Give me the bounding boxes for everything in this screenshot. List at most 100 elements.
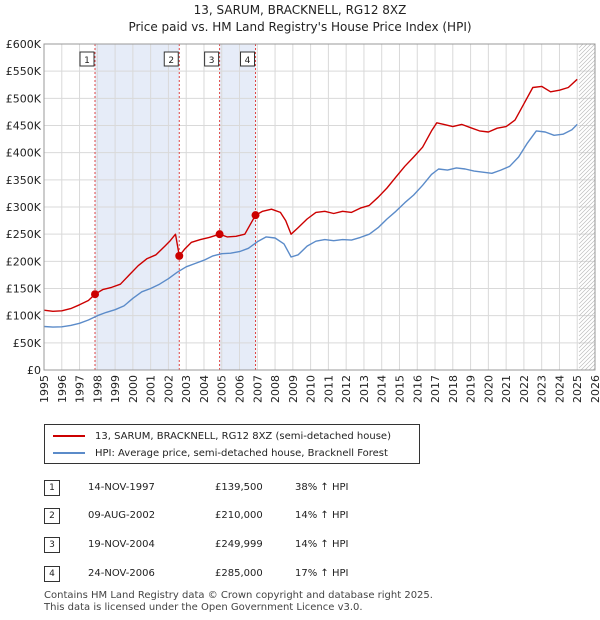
forecast-hatch: [578, 231, 596, 249]
forecast-hatch: [578, 183, 596, 201]
sale-hpi-diff: 38% ↑ HPI: [295, 482, 349, 493]
forecast-hatch: [578, 91, 596, 109]
forecast-hatch: [578, 247, 596, 265]
sale-marker-label: 3: [209, 56, 215, 66]
legend-swatch-property: [53, 435, 85, 437]
sale-date: 14-NOV-1997: [88, 482, 155, 493]
sale-date: 19-NOV-2004: [88, 539, 155, 550]
forecast-hatch: [578, 159, 596, 177]
forecast-hatch: [578, 335, 596, 353]
x-tick-label: 1999: [109, 375, 122, 403]
forecast-hatch: [578, 167, 596, 185]
forecast-hatch: [578, 67, 596, 85]
forecast-hatch: [578, 295, 596, 313]
forecast-hatch: [578, 115, 596, 133]
sale-marker-label: 1: [84, 56, 90, 66]
x-tick-label: 2021: [500, 375, 513, 403]
forecast-hatch: [578, 343, 596, 361]
sale-point: [215, 230, 224, 239]
x-tick-label: 2024: [553, 375, 566, 403]
forecast-hatch: [578, 259, 596, 277]
x-tick-label: 2014: [376, 375, 389, 403]
forecast-hatch: [578, 175, 596, 193]
x-tick-label: 2019: [465, 375, 478, 403]
forecast-hatch: [578, 103, 596, 121]
forecast-hatch: [578, 179, 596, 197]
forecast-hatch: [578, 203, 596, 221]
forecast-hatch: [578, 255, 596, 273]
y-tick-label: £400K: [6, 147, 42, 160]
forecast-hatch: [578, 155, 596, 173]
forecast-hatch: [578, 59, 596, 77]
sale-marker-number: 1: [44, 480, 60, 496]
footer-copyright: Contains HM Land Registry data © Crown c…: [44, 590, 433, 601]
x-tick-label: 2007: [251, 375, 264, 403]
x-tick-label: 1998: [91, 375, 104, 403]
x-tick-label: 2012: [340, 375, 353, 403]
legend-label-property: 13, SARUM, BRACKNELL, RG12 8XZ (semi-det…: [95, 430, 391, 442]
forecast-hatch: [578, 251, 596, 269]
x-tick-label: 1996: [56, 375, 69, 403]
plot-frame: [43, 43, 596, 371]
forecast-hatch: [578, 347, 596, 365]
y-tick-label: £50K: [13, 337, 42, 350]
y-tick-label: £200K: [6, 255, 42, 268]
forecast-hatch: [584, 359, 596, 371]
sale-price: £210,000: [215, 510, 263, 521]
forecast-hatch: [588, 363, 596, 371]
sale-price: £249,999: [215, 539, 263, 550]
forecast-hatch: [578, 107, 596, 125]
forecast-hatch: [578, 215, 596, 233]
forecast-hatch: [578, 71, 596, 89]
x-tick-label: 2010: [305, 375, 318, 403]
forecast-hatch: [578, 139, 596, 157]
x-tick-label: 2008: [269, 375, 282, 403]
x-tick-label: 2004: [198, 375, 211, 403]
y-tick-label: £100K: [6, 310, 42, 323]
forecast-hatch: [578, 63, 596, 81]
forecast-hatch: [578, 55, 596, 73]
x-tick-label: 2016: [411, 375, 424, 403]
x-tick-label: 2015: [393, 375, 406, 403]
forecast-hatch: [578, 327, 596, 345]
forecast-hatch: [578, 163, 596, 181]
forecast-hatch: [578, 271, 596, 289]
forecast-hatch: [578, 279, 596, 297]
forecast-hatch: [578, 187, 596, 205]
forecast-region: [578, 43, 596, 371]
forecast-hatch: [578, 143, 596, 161]
x-tick-label: 2006: [234, 375, 247, 403]
forecast-hatch: [578, 227, 596, 245]
forecast-hatch: [578, 47, 596, 65]
legend-item-hpi: HPI: Average price, semi-detached house,…: [53, 445, 388, 461]
forecast-hatch: [578, 151, 596, 169]
forecast-hatch: [578, 83, 596, 101]
forecast-hatch: [578, 51, 596, 69]
forecast-hatch: [578, 351, 596, 369]
sale-hpi-diff: 14% ↑ HPI: [295, 539, 349, 550]
price-chart: 1 2 3 4 £0 £50K £100K £150K £200K £250K £300K £350…: [6, 38, 600, 403]
x-tick-label: 2000: [127, 375, 140, 403]
forecast-hatch: [578, 291, 596, 309]
forecast-hatch: [578, 195, 596, 213]
forecast-hatch: [578, 75, 596, 93]
forecast-hatch: [578, 127, 596, 145]
forecast-hatch: [578, 191, 596, 209]
chart-subtitle: Price paid vs. HM Land Registry's House …: [128, 20, 472, 34]
forecast-hatch: [578, 263, 596, 281]
forecast-hatch: [578, 43, 584, 49]
forecast-hatch: [578, 223, 596, 241]
sale-date: 24-NOV-2006: [88, 568, 155, 579]
y-tick-label: £600K: [6, 38, 42, 51]
forecast-hatch: [578, 287, 596, 305]
forecast-hatch: [578, 111, 596, 129]
x-tick-label: 2011: [322, 375, 335, 403]
forecast-hatch: [578, 275, 596, 293]
chart-title: 13, SARUM, BRACKNELL, RG12 8XZ: [193, 3, 407, 17]
table-row: 1 14-NOV-1997 £139,500 38% ↑ HPI: [44, 480, 464, 498]
forecast-hatch: [578, 79, 596, 97]
forecast-hatch: [578, 331, 596, 349]
x-tick-label: 2020: [482, 375, 495, 403]
forecast-hatch: [578, 207, 596, 225]
forecast-hatch: [578, 147, 596, 165]
